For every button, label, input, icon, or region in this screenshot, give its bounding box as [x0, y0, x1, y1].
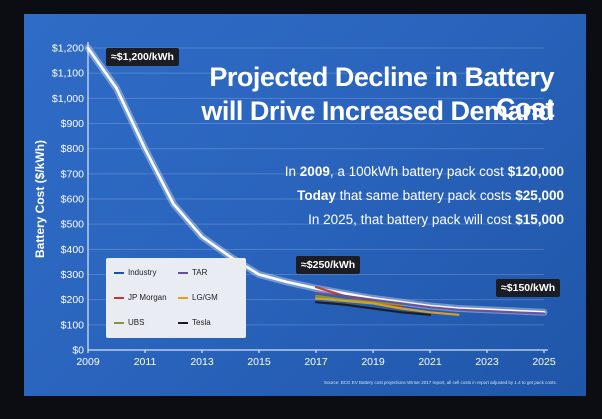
x-tick-label: 2011	[134, 356, 157, 368]
series-line-industry	[86, 46, 546, 314]
legend-item-tesla: Tesla	[178, 318, 211, 327]
legend-swatch-industry	[114, 271, 124, 274]
chart-title-line-1: Projected Decline in Battery Cost	[209, 62, 554, 123]
callout-end-cost: ≈$150/kWh	[496, 279, 561, 297]
legend-label-jp-morgan: JP Morgan	[128, 293, 167, 302]
x-tick-label: 2025	[532, 356, 556, 368]
legend-swatch-jp-morgan	[114, 296, 124, 299]
info-line-2009: In 2009, a 100kWh battery pack cost $120…	[284, 164, 564, 179]
legend-swatch-lg-gm	[178, 296, 188, 299]
legend-item-jp-morgan: JP Morgan	[114, 293, 167, 302]
legend-swatch-ubs	[114, 321, 124, 324]
y-tick-label: $0	[72, 345, 84, 357]
chart-legend: Industry TAR JP Morgan LG/GM UBS Tesla	[106, 258, 246, 338]
y-tick-label: $400	[61, 244, 85, 256]
x-tick-label: 2013	[190, 356, 214, 368]
legend-item-industry: Industry	[114, 268, 156, 277]
x-tick-label: 2015	[247, 356, 271, 368]
legend-swatch-tar	[178, 271, 188, 274]
x-tick-label: 2023	[475, 356, 499, 368]
series-line-tesla	[314, 301, 432, 316]
y-tick-label: $300	[61, 269, 85, 281]
series-line-tar	[314, 292, 546, 315]
legend-item-lg-gm: LG/GM	[178, 293, 218, 302]
callout-mid-cost: ≈$250/kWh	[296, 256, 361, 274]
battery-cost-chart: $0 $100 $200 $300 $400 $500 $600 $700 $800 $900 $1…	[33, 42, 556, 368]
legend-label-ubs: UBS	[128, 318, 145, 327]
y-tick-label: $900	[61, 118, 85, 130]
legend-label-industry: Industry	[128, 268, 157, 277]
y-tick-label: $700	[61, 168, 85, 180]
x-tick-label: 2017	[304, 356, 328, 368]
series-line-ubs	[314, 294, 403, 306]
info-line-today: Today that same battery pack costs $25,0…	[297, 188, 564, 203]
chart-title-line-2: will Drive Increased Demand	[201, 96, 554, 126]
legend-label-tar: TAR	[192, 268, 208, 277]
y-tick-label: $1,000	[52, 93, 84, 105]
y-axis-label: Battery Cost ($/kWh)	[33, 140, 47, 258]
y-tick-label: $500	[61, 219, 85, 231]
x-tick-label: 2019	[361, 356, 385, 368]
source-note: Source: BCG EV Battery cost projections …	[324, 380, 557, 385]
legend-item-ubs: UBS	[114, 318, 144, 327]
y-tick-label: $1,100	[52, 68, 84, 80]
legend-label-tesla: Tesla	[192, 318, 211, 327]
legend-label-lg-gm: LG/GM	[192, 293, 218, 302]
y-tick-label: $800	[61, 143, 85, 155]
callout-start-cost: ≈$1,200/kWh	[106, 48, 179, 66]
y-tick-label: $200	[61, 294, 85, 306]
x-tick-label: 2009	[76, 356, 100, 368]
legend-item-tar: TAR	[178, 268, 207, 277]
series-line-lg-gm	[314, 297, 460, 316]
x-tick-label: 2021	[418, 356, 442, 368]
y-tick-label: $600	[61, 194, 85, 206]
y-tick-label: $100	[61, 319, 85, 331]
slide-screen: $0 $100 $200 $300 $400 $500 $600 $700 $800 $900 $1…	[24, 14, 586, 396]
info-line-2025: In 2025, that battery pack will cost $15…	[308, 212, 564, 227]
y-tick-label: $1,200	[52, 43, 84, 55]
legend-swatch-tesla	[178, 321, 188, 324]
